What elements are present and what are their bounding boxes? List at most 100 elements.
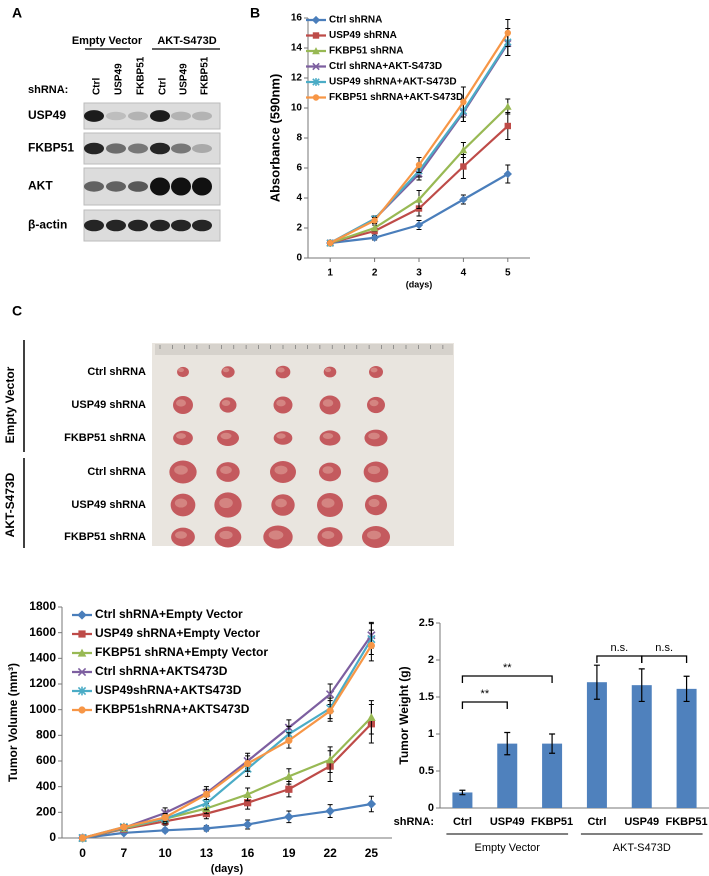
x-tick-label: 3 (416, 268, 422, 279)
blot-group-label: AKT-S473D (157, 35, 216, 47)
blot-band (84, 181, 104, 192)
legend-label: FKBP51shRNA+AKTS473D (95, 702, 250, 716)
marker (370, 224, 379, 232)
y-tick-label: 0 (49, 830, 56, 844)
x-axis-label: (days) (406, 279, 433, 289)
tumor (221, 366, 235, 378)
blot-band (84, 219, 104, 232)
blot-band (128, 111, 148, 121)
marker (78, 706, 86, 714)
annotation: ** (481, 688, 490, 700)
x-tick-label: 0 (79, 846, 86, 860)
series-line (82, 644, 373, 840)
series-line (82, 802, 372, 840)
marker (284, 812, 294, 822)
x-tick-label: 13 (200, 846, 214, 860)
legend-label: FKBP51 shRNA+AKT-S473D (329, 92, 463, 103)
legend-label: Ctrl shRNA+Empty Vector (95, 607, 243, 621)
x-tick-label: 19 (282, 846, 296, 860)
blot-band (171, 143, 191, 154)
marker (77, 667, 87, 677)
marker (242, 819, 253, 830)
x-tick-label: 10 (158, 846, 172, 860)
bar (497, 743, 518, 808)
blot-row-label: β-actin (28, 218, 67, 232)
y-tick-label: 1800 (29, 599, 56, 613)
x-tick-label: FKBP51 (531, 816, 573, 828)
tumor-highlight (276, 399, 286, 407)
y-tick-label: 1.5 (419, 691, 434, 703)
marker (77, 686, 87, 696)
marker (367, 713, 376, 721)
tumor-highlight (219, 497, 233, 509)
marker (285, 736, 293, 745)
bar (676, 688, 697, 808)
blot-band (171, 111, 191, 121)
legend-label: Ctrl shRNA+AKT-S473D (329, 61, 442, 72)
blot-group-label: Empty Vector (72, 35, 143, 47)
marker (284, 772, 294, 780)
marker (415, 161, 423, 169)
tumor-highlight (368, 432, 380, 440)
legend-label: USP49 shRNA+Empty Vector (95, 626, 260, 640)
x-axis-label: (days) (211, 863, 244, 875)
marker (325, 806, 335, 816)
blot-row-label: USP49 (28, 108, 66, 122)
y-tick-label: 0 (296, 253, 302, 264)
blot-band (192, 111, 212, 121)
marker (503, 102, 512, 110)
error-bar (459, 789, 466, 796)
legend-label: FKBP51 shRNA (329, 46, 403, 57)
marker (415, 195, 423, 203)
tumor-highlight (268, 530, 284, 540)
y-tick-label: 12 (291, 73, 303, 84)
panel-label: B (250, 5, 260, 21)
tumor-highlight (176, 433, 186, 439)
tumor-highlight (367, 530, 381, 540)
legend-label: Ctrl shRNA+AKTS473D (95, 664, 228, 678)
x-tick-label: Ctrl (453, 816, 472, 828)
tumor (369, 366, 383, 378)
category-title: shRNA: (394, 816, 434, 828)
marker (414, 220, 424, 230)
lane-label: FKBP51 (200, 56, 211, 95)
marker (201, 823, 212, 834)
tumor-highlight (174, 498, 188, 508)
blot-band (84, 142, 104, 155)
y-tick-label: 16 (291, 13, 303, 24)
lane-label: FKBP51 (136, 56, 147, 95)
marker (160, 825, 170, 835)
blot-band (150, 219, 170, 232)
x-tick-label: Ctrl (587, 816, 606, 828)
annotation: ** (503, 662, 512, 674)
error-bar (638, 668, 645, 703)
annotation: n.s. (655, 642, 673, 654)
tumor (177, 366, 189, 378)
photo-row-label: USP49 shRNA (71, 399, 146, 411)
lane-label: Ctrl (158, 78, 169, 95)
photo-row-label: FKBP51 shRNA (64, 531, 146, 543)
tumor-highlight (322, 399, 334, 407)
x-tick-label: 16 (241, 846, 255, 860)
marker (244, 799, 252, 807)
photo-row-label: FKBP51 shRNA (64, 432, 146, 444)
marker (78, 630, 86, 638)
y-axis-label: Tumor Volume (mm³) (6, 663, 20, 782)
x-tick-label: USP49 (490, 816, 525, 828)
marker (244, 759, 252, 768)
y-tick-label: 14 (291, 43, 303, 54)
marker (371, 217, 378, 224)
legend-label: FKBP51 shRNA+Empty Vector (95, 645, 268, 659)
series-line (82, 723, 373, 840)
y-axis-label: Tumor Weight (g) (397, 666, 411, 764)
blot-band (128, 219, 148, 232)
photo-group-label: Empty Vector (3, 366, 17, 443)
y-tick-label: 0.5 (419, 765, 434, 777)
blot-band (171, 219, 191, 232)
legend-label: USP49 shRNA+AKT-S473D (329, 77, 457, 88)
y-tick-label: 1200 (29, 676, 56, 690)
marker (325, 690, 335, 699)
tumor-highlight (220, 432, 232, 440)
y-axis-label: Absorbance (590nm) (267, 74, 282, 203)
